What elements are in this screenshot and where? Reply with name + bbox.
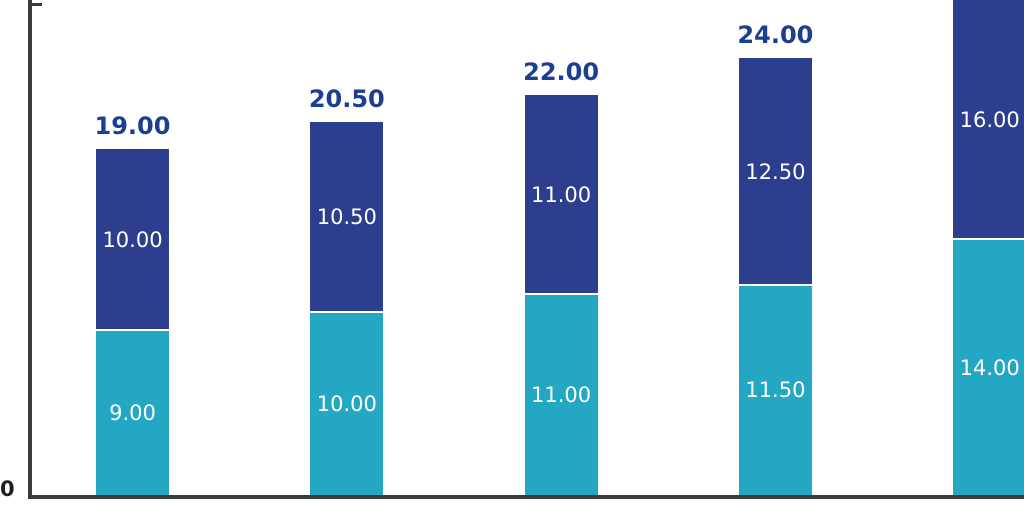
bar-segment-bottom-segment [96,331,169,495]
bar-segment-value: 11.00 [531,382,592,407]
bar-segment-top-segment [96,149,169,332]
y-axis-origin-label: 0 [0,477,15,501]
bar-segment-value: 9.00 [109,401,156,426]
bar-segment-bottom-segment [310,313,384,495]
y-axis-line [28,0,32,499]
bar-segment-value: 14.00 [959,355,1020,380]
bar-segment-bottom-segment [524,294,598,495]
bar-segment-value: 16.00 [959,108,1020,133]
y-axis-top-tick [32,3,42,6]
bar-segment-value: 11.00 [531,182,592,207]
bar-segment-top-segment [738,58,812,286]
bar-segment-top-segment [310,121,384,313]
bar-total-label: 20.50 [308,84,385,113]
bar-segment-value: 10.50 [316,205,377,230]
bar-segment-bottom-segment [953,240,1024,495]
x-axis-line [28,495,1024,499]
bar-segment-value: 11.50 [745,378,806,403]
bar-segment-bottom-segment [738,285,812,495]
bar-total-label: 22.00 [523,57,600,86]
bar-total-label: 24.00 [737,21,814,50]
bar-segment-value: 12.50 [745,159,806,184]
bar-segment-value: 10.00 [316,392,377,416]
bar-segment-top-segment [953,0,1024,241]
bar-segment-value: 10.00 [102,228,163,253]
bar-total-label: 19.00 [94,112,171,141]
bar-segment-top-segment [524,94,598,295]
